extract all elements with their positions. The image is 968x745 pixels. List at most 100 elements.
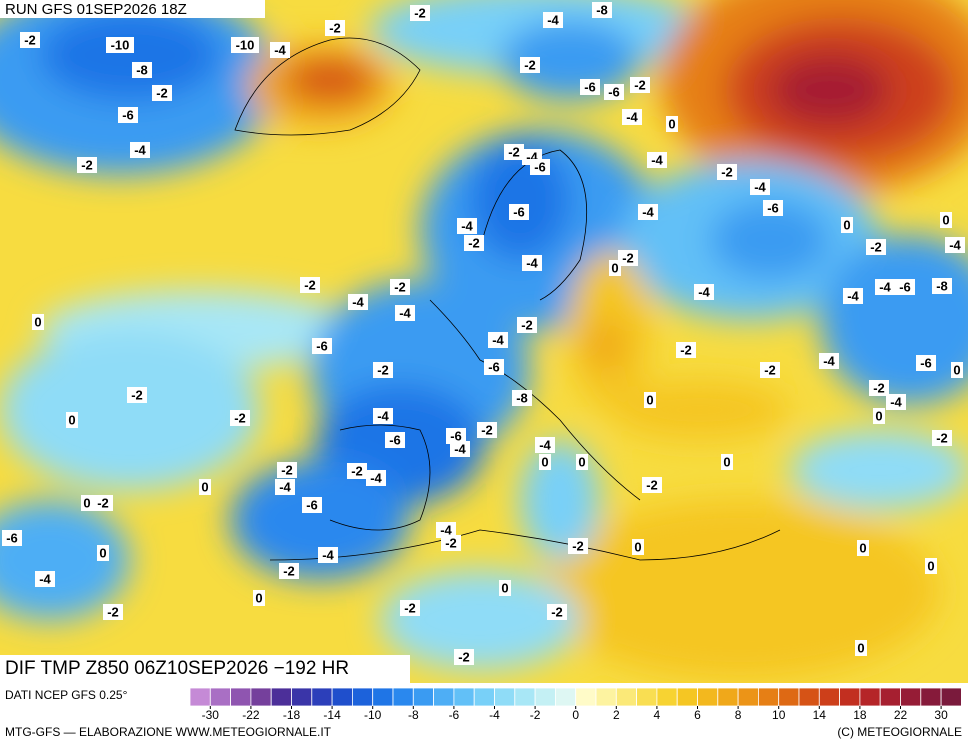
- color-swatch: [818, 687, 840, 707]
- contour-label: -4: [642, 204, 654, 219]
- label-box: [410, 5, 430, 21]
- contour-label: -2: [634, 77, 646, 92]
- label-box: [886, 394, 906, 410]
- contour-label: -4: [440, 522, 452, 537]
- contour-label: -2: [870, 239, 882, 254]
- label-box: [580, 79, 600, 95]
- label-box: [118, 107, 138, 123]
- tick-label: 2: [613, 708, 620, 722]
- contour-label: -10: [111, 37, 130, 52]
- label-box: [464, 235, 484, 251]
- contour-label: 0: [875, 408, 882, 423]
- tick-label: -6: [449, 708, 460, 722]
- label-box: [457, 218, 477, 234]
- label-box: [520, 57, 540, 73]
- contour-label: -4: [352, 294, 364, 309]
- label-box: [647, 152, 667, 168]
- contour-label: -2: [107, 604, 119, 619]
- label-box: [750, 179, 770, 195]
- tick-label: -10: [364, 708, 382, 722]
- contour-label: -4: [626, 109, 638, 124]
- contour-label: 0: [255, 590, 262, 605]
- label-box: [20, 32, 40, 48]
- label-box: [666, 116, 678, 132]
- contour-label: 0: [857, 640, 864, 655]
- label-box: [390, 279, 410, 295]
- tick-label: 22: [894, 708, 908, 722]
- label-box: [951, 362, 963, 378]
- label-box: [857, 540, 869, 556]
- label-box: [819, 353, 839, 369]
- label-box: [231, 37, 259, 53]
- contour-label: -4: [274, 42, 286, 57]
- color-swatch: [209, 687, 232, 707]
- color-swatch: [900, 687, 922, 707]
- contour-label: -8: [596, 2, 608, 17]
- color-swatch: [555, 687, 577, 707]
- label-box: [277, 462, 297, 478]
- contour-label: 0: [99, 545, 106, 560]
- contour-label: -2: [524, 57, 536, 72]
- tick-label: 10: [772, 708, 786, 722]
- label-box: [676, 342, 696, 358]
- contour-label: -2: [97, 495, 109, 510]
- contour-label: -2: [551, 604, 563, 619]
- contour-label: -4: [492, 332, 504, 347]
- label-box: [855, 640, 867, 656]
- color-swatch: [514, 687, 536, 707]
- color-swatch: [311, 687, 333, 707]
- contour-label: -2: [646, 477, 658, 492]
- label-box: [568, 538, 588, 554]
- contour-label: -2: [622, 250, 634, 265]
- tick-label: 18: [853, 708, 867, 722]
- label-box: [543, 12, 563, 28]
- label-box: [199, 479, 211, 495]
- label-box: [592, 2, 612, 18]
- label-box: [77, 157, 97, 173]
- label-box: [366, 470, 386, 486]
- label-box: [348, 294, 368, 310]
- contour-label: -2: [521, 317, 533, 332]
- color-swatch: [839, 687, 861, 707]
- label-box: [253, 590, 265, 606]
- contour-label: -6: [584, 79, 596, 94]
- contour-label: 0: [541, 454, 548, 469]
- label-box: [642, 477, 662, 493]
- label-box: [622, 109, 642, 125]
- label-box: [35, 571, 55, 587]
- contour-label: 0: [843, 217, 850, 232]
- contour-label: 0: [34, 314, 41, 329]
- label-box: [638, 204, 658, 220]
- contour-label: -6: [450, 428, 462, 443]
- color-swatch: [372, 687, 394, 707]
- label-box: [97, 545, 109, 561]
- color-swatch: [473, 687, 495, 707]
- contour-label: -4: [134, 142, 146, 157]
- contour-label: 0: [723, 454, 730, 469]
- label-box: [436, 522, 456, 538]
- label-box: [230, 410, 250, 426]
- contour-label: -2: [458, 649, 470, 664]
- color-swatch: [920, 687, 942, 707]
- copyright: (C) METEOGIORNALE: [837, 725, 962, 739]
- label-box: [270, 42, 290, 58]
- header-box: [0, 0, 265, 18]
- contour-label: -2: [234, 410, 246, 425]
- contour-label: -2: [24, 32, 36, 47]
- label-box: [132, 62, 152, 78]
- color-swatch: [494, 687, 516, 707]
- data-source: DATI NCEP GFS 0.25°: [5, 688, 128, 702]
- label-box: [576, 454, 588, 470]
- contour-label: 0: [83, 495, 90, 510]
- tick-label: -14: [323, 708, 341, 722]
- contour-labels: -2 -10-8-2-6-4-2-2-2 -4-8-10 -4-2-6 -6 -2-4 0-…: [2, 2, 965, 665]
- contour-label: 0: [68, 412, 75, 427]
- tick-label: -30: [202, 708, 220, 722]
- label-box: [932, 430, 952, 446]
- contour-label: -2: [377, 362, 389, 377]
- contour-label: 0: [668, 116, 675, 131]
- tick-label: -4: [489, 708, 500, 722]
- contour-label: -2: [414, 5, 426, 20]
- label-box: [522, 255, 542, 271]
- label-box: [869, 380, 889, 396]
